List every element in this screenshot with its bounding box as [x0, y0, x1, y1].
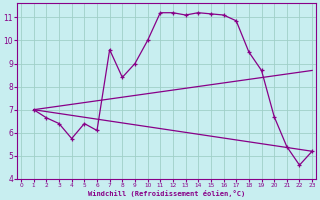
X-axis label: Windchill (Refroidissement éolien,°C): Windchill (Refroidissement éolien,°C): [88, 190, 245, 197]
